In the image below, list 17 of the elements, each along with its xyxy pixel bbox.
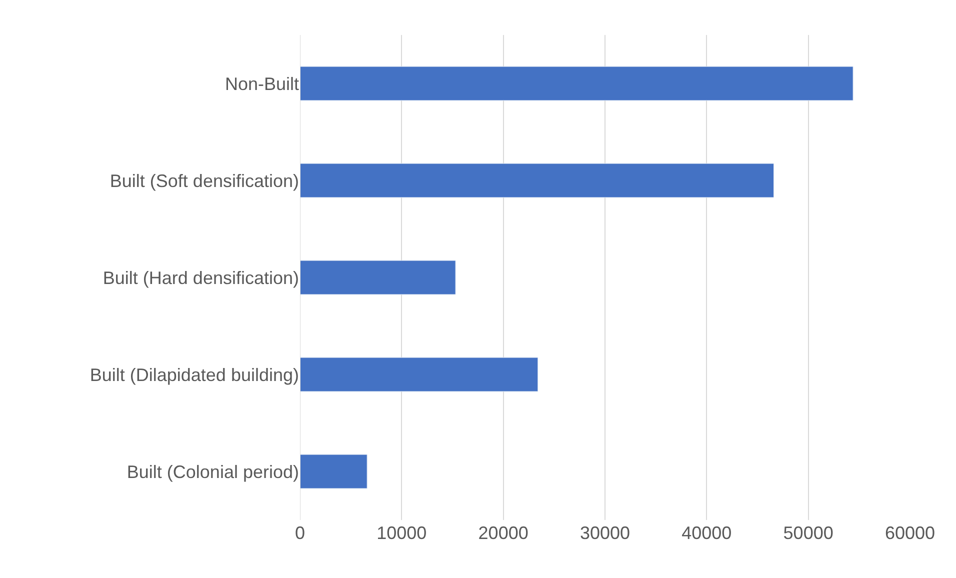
y-tick-label: Built (Soft densification) xyxy=(110,170,299,191)
bar xyxy=(300,357,538,392)
x-tick-label: 20000 xyxy=(478,523,528,543)
x-tick-label: 10000 xyxy=(376,523,427,543)
bar xyxy=(300,66,854,101)
y-tick-label: Non-Built xyxy=(224,74,299,94)
x-tick-label: 30000 xyxy=(580,523,630,543)
y-tick-label: Built (Dilapidated building) xyxy=(90,364,299,385)
y-tick-label: Built (Colonial period) xyxy=(126,462,299,482)
y-tick-label: Built (Hard densification) xyxy=(102,268,299,288)
x-tick-label: 50000 xyxy=(783,523,834,543)
x-tick-label: 40000 xyxy=(682,523,732,543)
x-tick-label: 0 xyxy=(294,523,306,543)
bar xyxy=(300,454,368,489)
x-tick-label: 60000 xyxy=(884,523,936,543)
bar xyxy=(300,163,774,198)
bar xyxy=(300,260,456,295)
